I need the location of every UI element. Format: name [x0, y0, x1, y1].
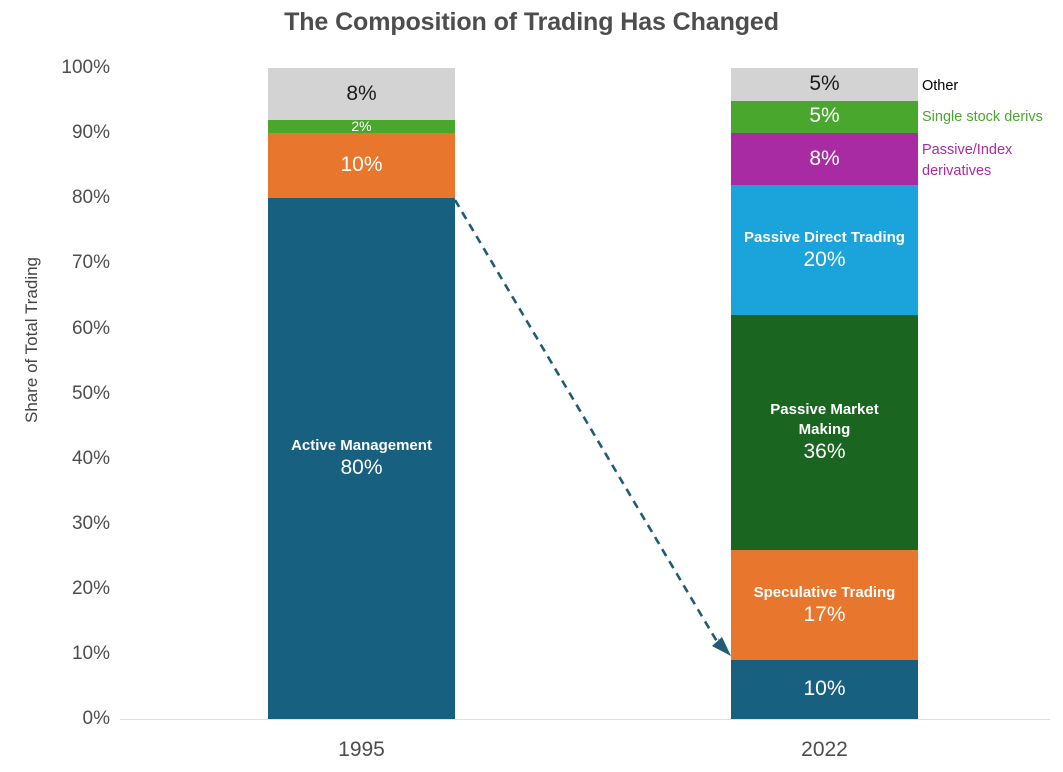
- plot-area: 8% 2% 10% Active Management 80% 5% 5% 8% Passiv…: [120, 68, 1050, 719]
- bar-segment[interactable]: 5%: [731, 100, 918, 134]
- segment-value: 36%: [803, 439, 846, 463]
- bar-segment[interactable]: 8%: [731, 133, 918, 186]
- segment-value: 8%: [809, 146, 840, 170]
- page-title: The Composition of Trading Has Changed: [284, 8, 779, 36]
- segment-value: 8%: [346, 81, 377, 105]
- y-tick-60: 60%: [71, 318, 110, 339]
- y-tick-10: 10%: [71, 643, 110, 664]
- series-label-1: Single stock derivs: [922, 109, 1043, 125]
- bar-segment[interactable]: 5%: [731, 68, 918, 101]
- bar-segment[interactable]: 10%: [268, 133, 455, 199]
- series-label-0: Other: [922, 78, 959, 94]
- segment-value: 17%: [803, 602, 846, 626]
- series-label-2: Passive/Index derivatives: [922, 142, 1013, 180]
- segment-value: 10%: [340, 153, 383, 177]
- y-tick-70: 70%: [71, 252, 110, 273]
- bar-segment[interactable]: Speculative Trading 17%: [731, 549, 918, 661]
- segment-value: 20%: [803, 247, 846, 271]
- segment-value: 80%: [340, 456, 383, 480]
- segment-value: 5%: [809, 71, 840, 95]
- segment-label: Active Management: [291, 437, 432, 455]
- bar-segment[interactable]: Passive Direct Trading 20%: [731, 185, 918, 316]
- bar-segment[interactable]: Active Management 80%: [268, 198, 455, 719]
- x-tick-1995: 1995: [338, 738, 385, 761]
- x-axis: [120, 0, 1050, 772]
- bar-segment[interactable]: 10%: [731, 660, 918, 719]
- y-tick-90: 90%: [71, 122, 110, 143]
- segment-value: 2%: [351, 118, 372, 135]
- bar-segment[interactable]: Passive Market Making 36%: [731, 315, 918, 550]
- y-tick-50: 50%: [71, 383, 110, 404]
- segment-label: Passive Market Making: [770, 401, 879, 439]
- segment-value: 10%: [803, 677, 846, 701]
- y-tick-0: 0%: [82, 708, 110, 729]
- segment-label: Passive Direct Trading: [744, 228, 905, 246]
- y-tick-100: 100%: [61, 57, 110, 78]
- y-tick-30: 30%: [71, 513, 110, 534]
- axis-baseline: [120, 719, 1050, 720]
- bar-segment[interactable]: 8%: [268, 68, 455, 121]
- y-tick-40: 40%: [71, 448, 110, 469]
- x-tick-2022: 2022: [801, 738, 848, 761]
- bar-1995[interactable]: 8% 2% 10% Active Management 80%: [268, 68, 455, 719]
- y-tick-20: 20%: [71, 578, 110, 599]
- y-axis: Share of Total Trading 100% 90% 80% 70% …: [0, 0, 110, 772]
- bar-2022[interactable]: 5% 5% 8% Passive Direct Trading 20% Passive M…: [731, 68, 918, 719]
- segment-label: Speculative Trading: [753, 583, 896, 601]
- bar-segment[interactable]: 2%: [268, 118, 455, 135]
- y-tick-80: 80%: [71, 187, 110, 208]
- segment-value: 5%: [809, 104, 840, 128]
